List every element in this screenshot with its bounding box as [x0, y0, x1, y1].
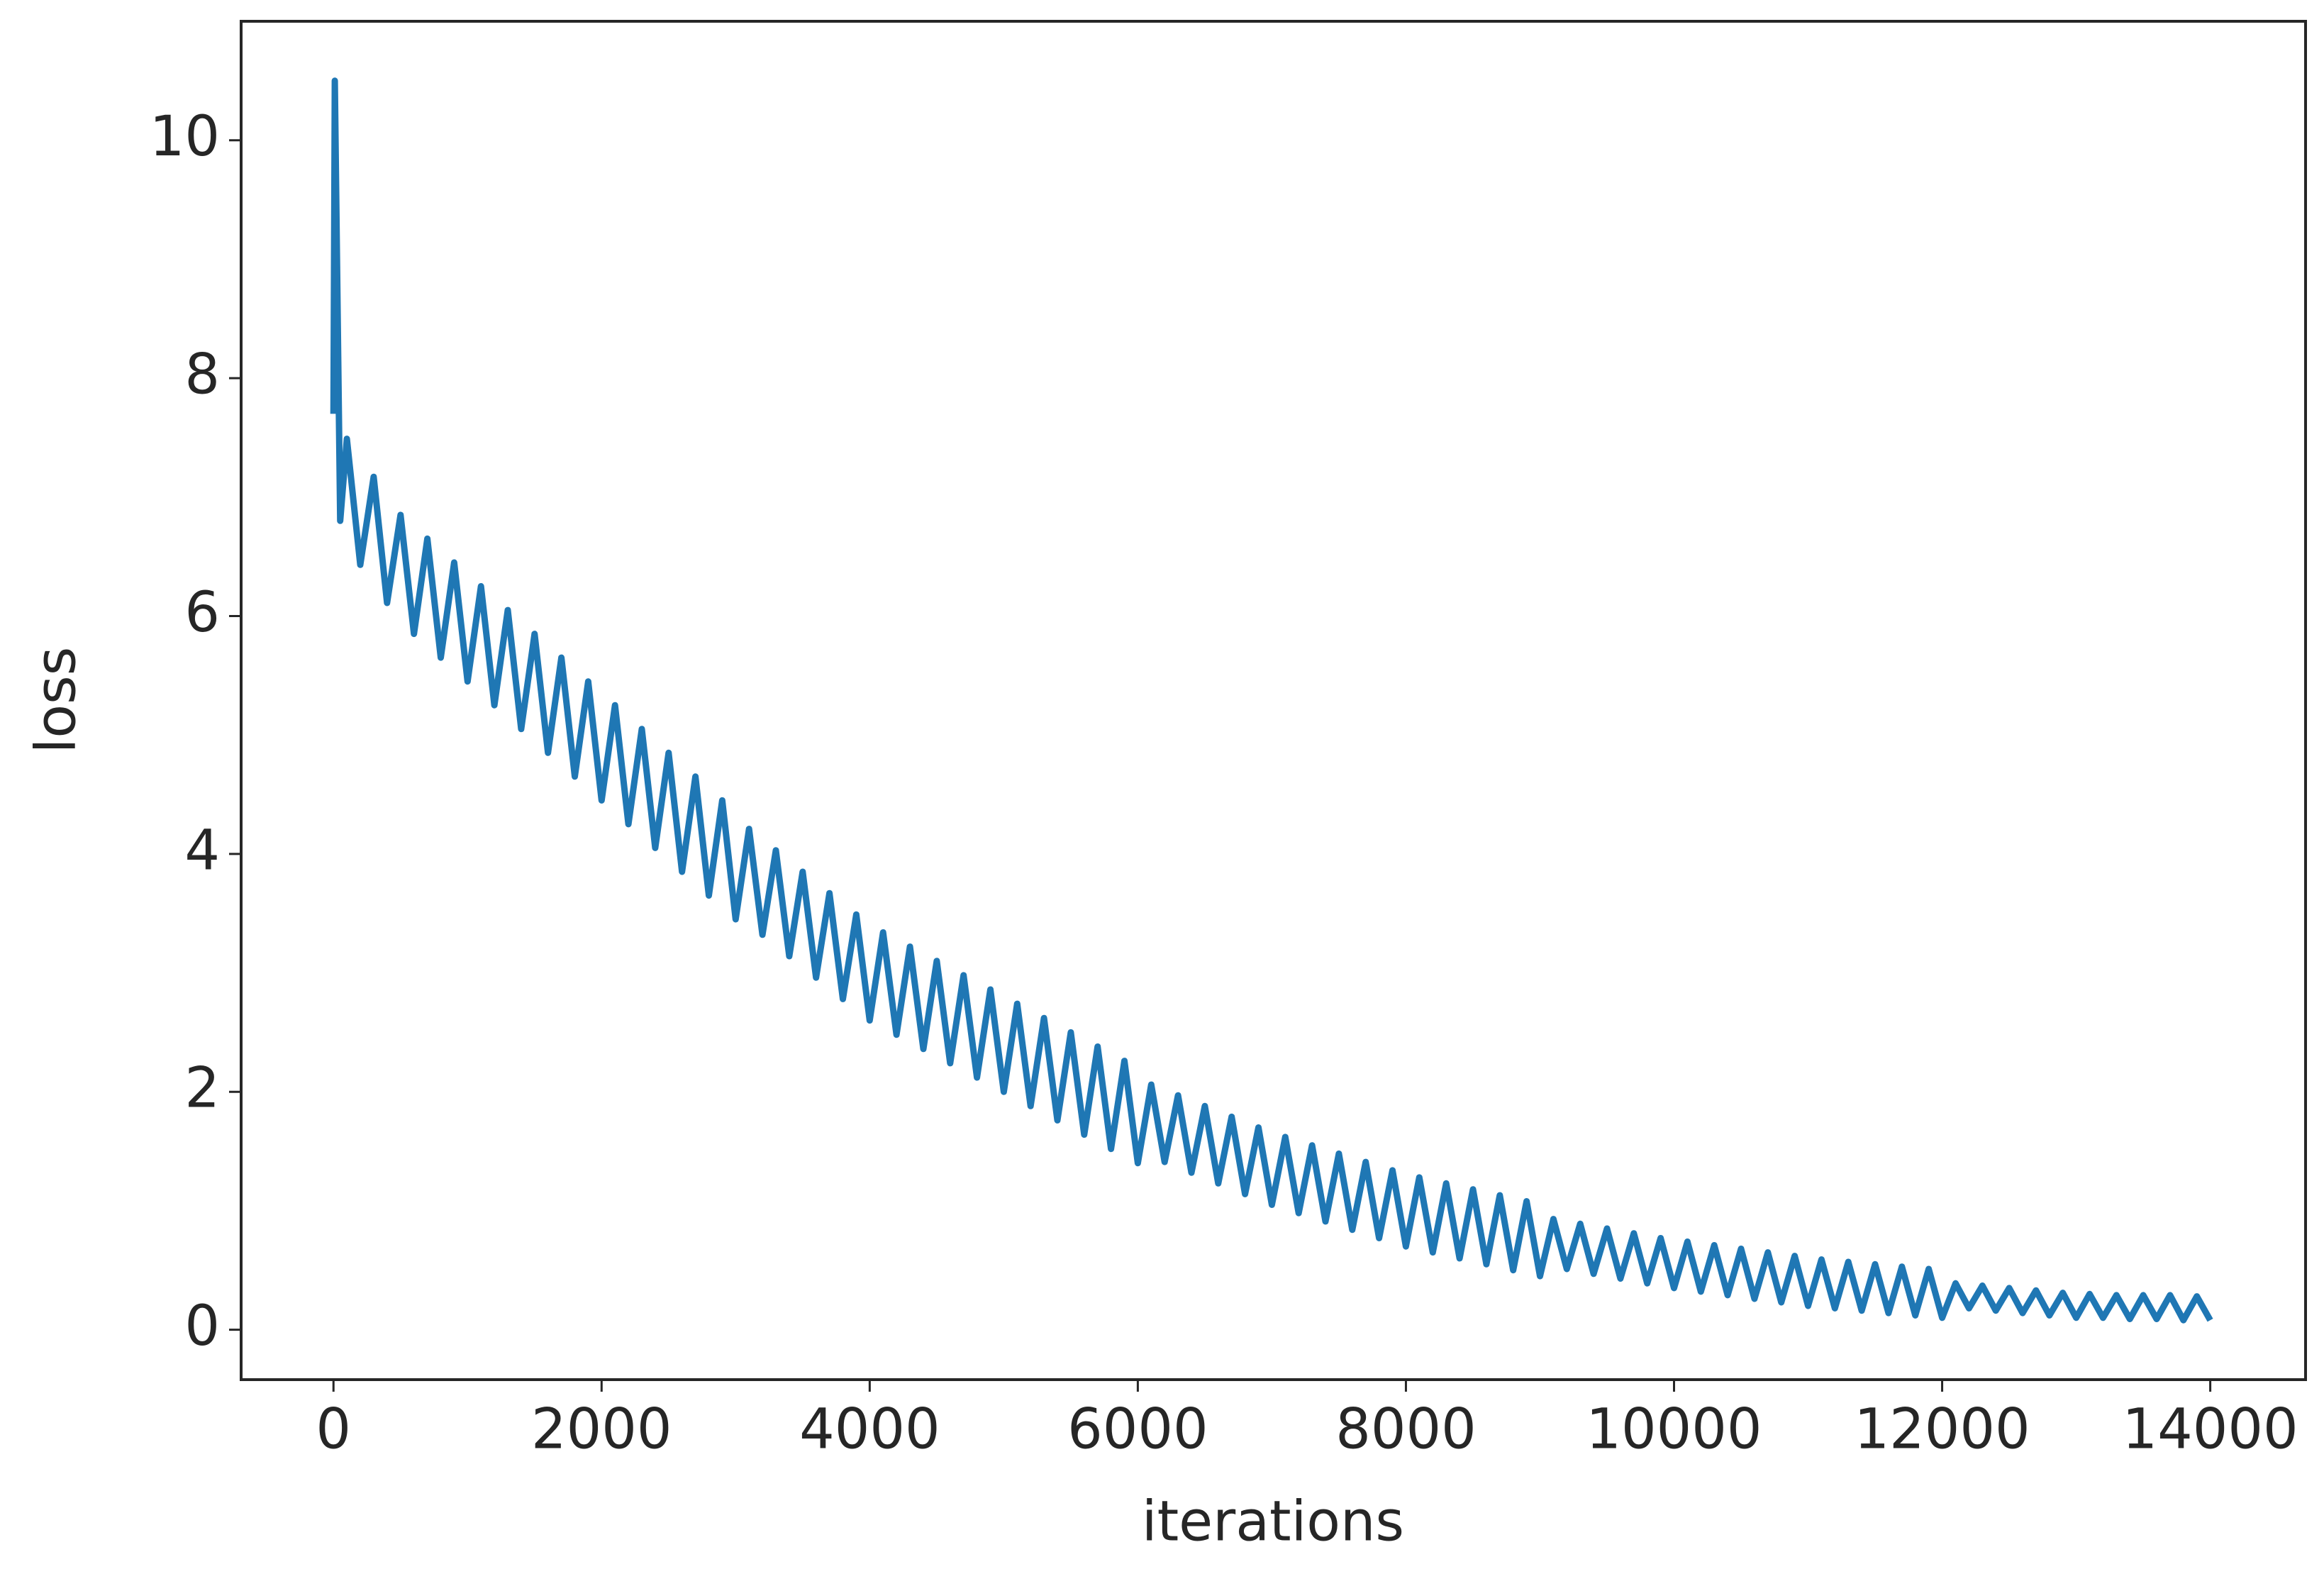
x-tick-label: 4000: [799, 1397, 940, 1461]
plot-frame: [240, 20, 2307, 1381]
x-tick-label: 6000: [1067, 1397, 1208, 1461]
x-tick-label: 2000: [531, 1397, 672, 1461]
x-axis-label: iterations: [1142, 1490, 1404, 1553]
y-axis-label: loss: [24, 647, 88, 754]
y-tick-label: 4: [184, 819, 220, 882]
y-tick-label: 6: [184, 581, 220, 645]
x-tick-label: 8000: [1335, 1397, 1477, 1461]
y-tick-label: 2: [184, 1057, 220, 1121]
x-tick-label: 14000: [2123, 1397, 2298, 1461]
x-tick-label: 10000: [1586, 1397, 1762, 1461]
y-tick-label: 10: [150, 105, 220, 169]
x-tick-label: 12000: [1854, 1397, 2030, 1461]
y-tick-label: 8: [184, 343, 220, 407]
loss-line: [330, 77, 2213, 1324]
y-tick-label: 0: [184, 1295, 220, 1358]
x-tick-label: 0: [316, 1397, 351, 1461]
